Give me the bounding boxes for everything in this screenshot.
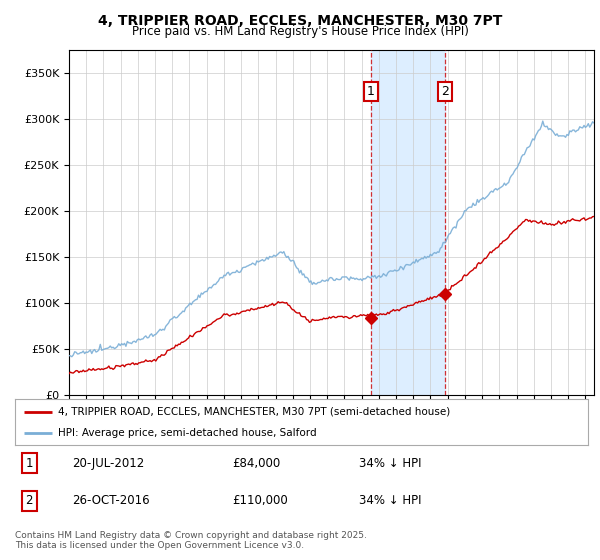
Text: 1: 1: [26, 456, 33, 470]
Text: 20-JUL-2012: 20-JUL-2012: [73, 456, 145, 470]
Text: 4, TRIPPIER ROAD, ECCLES, MANCHESTER, M30 7PT (semi-detached house): 4, TRIPPIER ROAD, ECCLES, MANCHESTER, M3…: [58, 407, 450, 417]
Text: £84,000: £84,000: [233, 456, 281, 470]
Text: 34% ↓ HPI: 34% ↓ HPI: [359, 494, 421, 507]
Bar: [371, 50, 445, 395]
Text: £110,000: £110,000: [233, 494, 289, 507]
Text: 34% ↓ HPI: 34% ↓ HPI: [359, 456, 421, 470]
Text: HPI: Average price, semi-detached house, Salford: HPI: Average price, semi-detached house,…: [58, 428, 317, 438]
Text: 26-OCT-2016: 26-OCT-2016: [73, 494, 150, 507]
Text: 1: 1: [367, 85, 375, 98]
Text: Contains HM Land Registry data © Crown copyright and database right 2025.
This d: Contains HM Land Registry data © Crown c…: [15, 531, 367, 550]
Text: Price paid vs. HM Land Registry's House Price Index (HPI): Price paid vs. HM Land Registry's House …: [131, 25, 469, 38]
Text: 2: 2: [26, 494, 33, 507]
Text: 4, TRIPPIER ROAD, ECCLES, MANCHESTER, M30 7PT: 4, TRIPPIER ROAD, ECCLES, MANCHESTER, M3…: [98, 14, 502, 28]
Text: 2: 2: [440, 85, 449, 98]
